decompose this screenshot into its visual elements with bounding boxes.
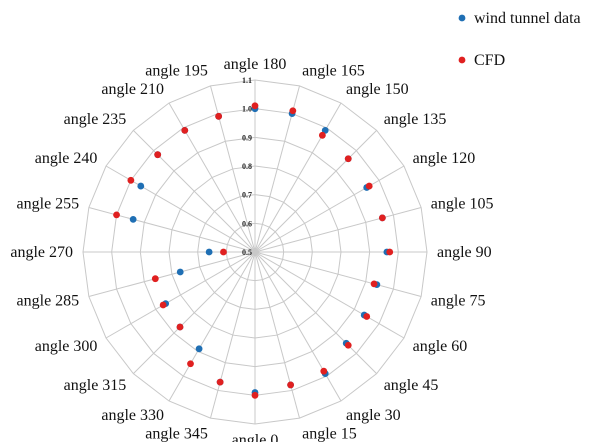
grid-spoke (254, 102, 342, 253)
cfd-data-point (363, 313, 371, 320)
wind-tunnel-data-point (195, 345, 203, 353)
category-label: angle 240 (35, 150, 98, 167)
category-label: angle 30 (346, 407, 401, 424)
category-label: angle 135 (384, 111, 447, 128)
category-label: angle 180 (224, 56, 287, 73)
cfd-data-point (378, 214, 386, 222)
legend-label-wind-tunnel-data: wind tunnel data (474, 10, 581, 27)
grid-spoke (105, 251, 256, 339)
category-label: angle 210 (101, 81, 164, 98)
cfd-data-point (365, 182, 373, 190)
category-label: angle 235 (64, 111, 127, 128)
grid-spoke (168, 251, 256, 402)
category-label: angle 0 (232, 432, 279, 442)
grid-spoke (168, 102, 256, 253)
cfd-data-point (215, 112, 223, 120)
cfd-data-point (216, 378, 224, 386)
grid-spoke (254, 165, 405, 253)
cfd-data-point (289, 107, 297, 115)
legend: wind tunnel data CFD (458, 10, 581, 69)
radial-tick-label: 0.7 (242, 191, 252, 200)
radar-grid (82, 79, 428, 425)
grid-spoke (254, 251, 301, 419)
radial-tick-label: 1.0 (242, 105, 252, 114)
category-label: angle 60 (413, 338, 468, 355)
radial-tick-label: 0.9 (242, 133, 252, 142)
cfd-data-point (159, 301, 167, 309)
category-label: angle 105 (431, 195, 494, 212)
radial-tick-label: 0.6 (242, 219, 252, 228)
category-label: angle 270 (10, 244, 73, 261)
category-label: angle 330 (101, 407, 164, 424)
category-label: angle 45 (384, 377, 439, 394)
cfd-data-point (127, 176, 135, 184)
grid-spoke (88, 251, 256, 298)
radial-tick-label: 0.5 (242, 248, 252, 257)
cfd-data-point (318, 131, 326, 139)
cfd-data-point (344, 155, 352, 163)
grid-spoke (254, 130, 377, 253)
cfd-data-point (113, 211, 120, 219)
category-label: angle 345 (145, 426, 208, 442)
grid-spoke (254, 251, 405, 339)
legend-marker-cfd (458, 56, 466, 64)
radial-tick-label: 1.1 (242, 76, 252, 85)
cfd-data-point (151, 275, 159, 283)
grid-spoke (254, 251, 422, 298)
category-label: angle 315 (64, 377, 127, 394)
cfd-data-point (344, 341, 352, 349)
cfd-data-point (251, 391, 259, 399)
grid-spoke (209, 251, 256, 419)
cfd-data-point (176, 323, 184, 331)
cfd-data-point (320, 367, 328, 375)
cfd-data-point (181, 126, 189, 134)
category-label: angle 300 (35, 338, 98, 355)
cfd-data-point (386, 248, 394, 256)
category-label: angle 90 (437, 244, 492, 261)
radial-tick-label: 0.8 (242, 162, 252, 171)
cfd-data-point (370, 280, 378, 288)
category-label: angle 75 (431, 293, 486, 310)
radial-tick-labels: 0.5 0.6 0.7 0.8 0.9 1.0 1.1 (242, 76, 252, 257)
category-label: angle 195 (145, 62, 208, 79)
category-label: angle 120 (413, 150, 476, 167)
wind-tunnel-data-point (176, 268, 184, 276)
category-label: angle 150 (346, 81, 409, 98)
cfd-data-point (251, 102, 259, 110)
legend-label-cfd: CFD (474, 52, 505, 69)
category-label: angle 165 (302, 62, 365, 79)
category-label: angle 285 (17, 293, 80, 310)
category-label: angle 255 (17, 195, 80, 212)
category-labels: angle 180 angle 165 angle 150 angle 135 angl… (10, 56, 493, 442)
legend-marker-wind-tunnel-data (458, 14, 466, 22)
category-label: angle 15 (302, 426, 357, 442)
grid-spoke (133, 251, 256, 374)
data-points (113, 102, 394, 399)
wind-tunnel-data-point (205, 248, 213, 256)
cfd-data-point (154, 151, 162, 159)
cfd-data-point (287, 381, 295, 389)
wind-tunnel-data-point (137, 182, 145, 190)
grid-spoke (254, 251, 377, 374)
grid-spoke (254, 251, 342, 402)
wind-tunnel-data-point (129, 215, 137, 223)
wind-tunnel-data-point (321, 126, 329, 134)
cfd-data-point (220, 248, 227, 256)
grid-spoke (133, 130, 256, 253)
grid-spoke (254, 206, 422, 253)
cfd-data-point (187, 360, 194, 368)
